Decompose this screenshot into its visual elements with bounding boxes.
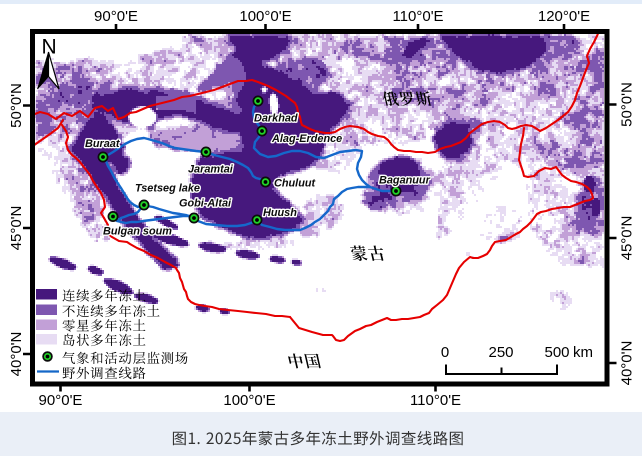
svg-text:50°0'N: 50°0'N xyxy=(619,82,636,127)
svg-text:45°0'N: 45°0'N xyxy=(8,206,25,251)
svg-text:Chuluut: Chuluut xyxy=(274,178,316,190)
svg-text:Gobi-Altai: Gobi-Altai xyxy=(179,198,232,210)
svg-text:0: 0 xyxy=(441,344,449,361)
svg-text:km: km xyxy=(573,344,593,361)
svg-text:90°0'E: 90°0'E xyxy=(39,392,83,409)
svg-text:Darkhad: Darkhad xyxy=(254,113,298,125)
svg-text:50°0'N: 50°0'N xyxy=(8,83,25,128)
svg-text:Buraat: Buraat xyxy=(85,138,120,150)
svg-text:Jaramtai: Jaramtai xyxy=(188,164,234,176)
svg-text:40°0'N: 40°0'N xyxy=(619,341,636,386)
svg-text:45°0'N: 45°0'N xyxy=(619,216,636,261)
svg-text:Tsetseg lake: Tsetseg lake xyxy=(135,183,200,195)
svg-text:500: 500 xyxy=(544,344,569,361)
svg-text:40°0'N: 40°0'N xyxy=(8,332,25,377)
svg-text:N: N xyxy=(42,36,57,59)
svg-text:Bulgan soum: Bulgan soum xyxy=(103,226,172,238)
svg-text:100°0'E: 100°0'E xyxy=(239,8,291,25)
svg-text:100°0'E: 100°0'E xyxy=(223,392,275,409)
svg-text:250: 250 xyxy=(488,344,513,361)
svg-text:Alag-Erdence: Alag-Erdence xyxy=(271,133,342,145)
svg-text:120°0'E: 120°0'E xyxy=(538,8,590,25)
svg-text:110°0'E: 110°0'E xyxy=(392,8,443,25)
svg-text:110°0'E: 110°0'E xyxy=(410,392,461,409)
svg-text:Huush: Huush xyxy=(263,207,297,219)
svg-text:90°0'E: 90°0'E xyxy=(94,8,138,25)
svg-text:Baganuur: Baganuur xyxy=(379,175,431,187)
